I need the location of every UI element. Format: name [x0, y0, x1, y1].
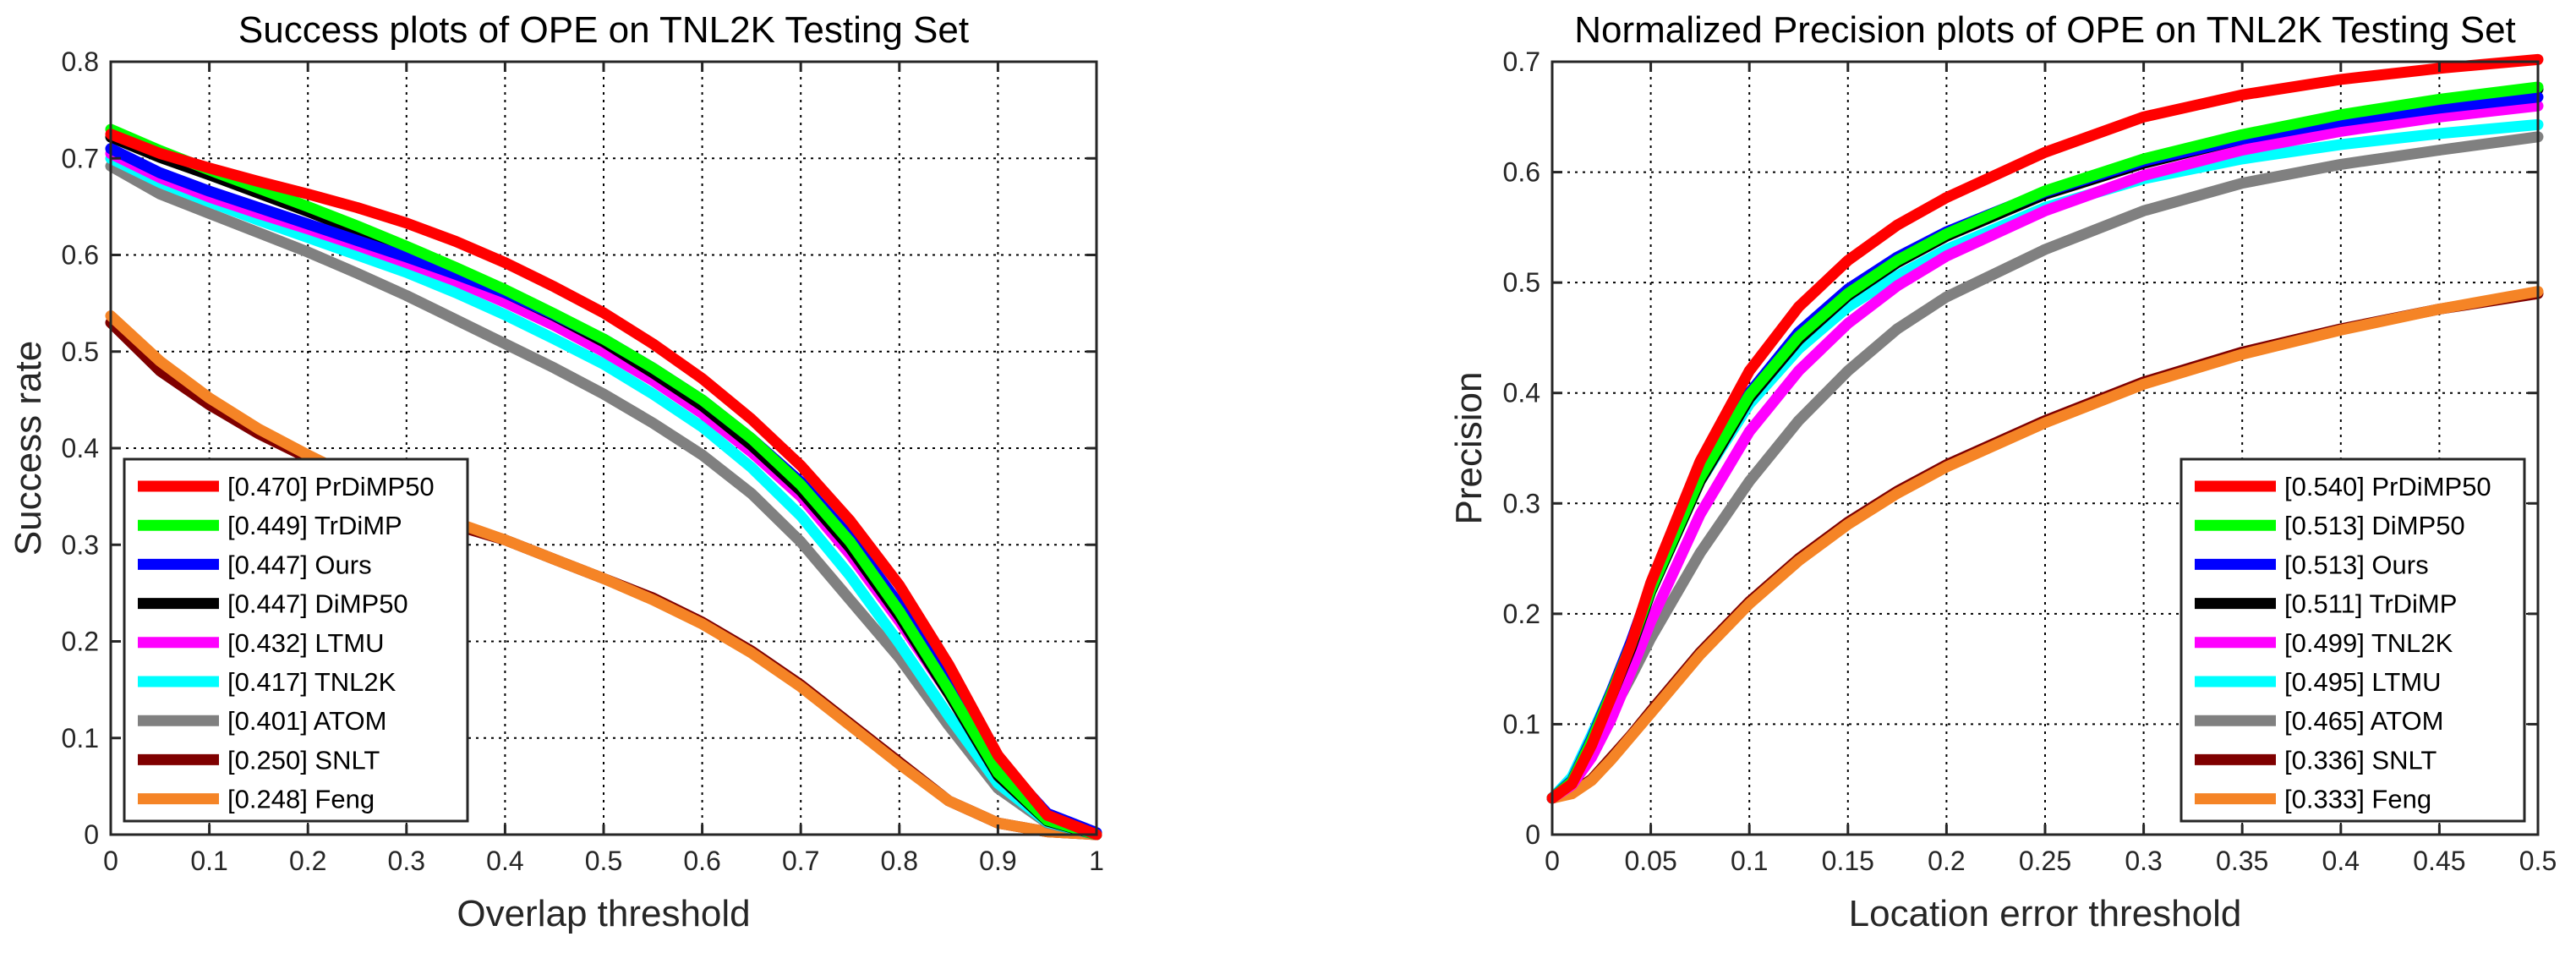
x-tick-label: 0.1 [190, 846, 227, 876]
series-line [105, 310, 1102, 841]
y-tick-label: 0.8 [62, 47, 99, 77]
x-axis-label: Location error threshold [1849, 893, 2242, 934]
y-tick-label: 0.3 [1503, 488, 1540, 518]
legend-entry: [0.465] ATOM [2284, 706, 2443, 736]
y-tick-label: 0.7 [1503, 47, 1540, 77]
legend-entry: [0.336] SNLT [2284, 745, 2437, 775]
y-tick-label: 0.6 [1503, 157, 1540, 188]
x-tick-label: 1 [1089, 846, 1104, 876]
legend-entry: [0.447] Ours [227, 550, 372, 579]
legend: [0.470] PrDiMP50 [0.449] TrDiMP [0.447] Ou… [123, 457, 469, 823]
x-tick-label: 0.25 [2019, 846, 2071, 876]
x-tick-label: 0.05 [1624, 846, 1676, 876]
series-line [105, 123, 1102, 841]
chart-2: 0 0.05 0.1 0.15 0.2 0.25 0.3 0.35 0.4 0.45 0.5 0 0.1… [1448, 9, 2557, 934]
y-tick-label: 0.4 [1503, 378, 1540, 408]
series-line [1546, 100, 2544, 804]
y-axis-label: Success rate [8, 341, 49, 556]
legend-entry: [0.495] LTMU [2284, 667, 2442, 697]
x-tick-label: 0.15 [1822, 846, 1874, 876]
y-tick-label: 0.2 [1503, 599, 1540, 629]
legend-entry: [0.432] LTMU [227, 628, 385, 658]
x-tick-label: 0 [103, 846, 118, 876]
x-tick-label: 0 [1545, 846, 1560, 876]
y-tick-label: 0.6 [62, 240, 99, 271]
legend-entry: [0.447] DiMP50 [227, 589, 408, 619]
x-tick-label: 0.1 [1731, 846, 1768, 876]
y-axis-label: Precision [1448, 372, 1490, 525]
series-line [105, 160, 1102, 841]
x-tick-label: 0.2 [1928, 846, 1965, 876]
y-tick-label: 0.3 [62, 529, 99, 560]
legend-entry: [0.540] PrDiMP50 [2284, 472, 2491, 501]
legend-entry: [0.417] TNL2K [227, 667, 397, 697]
legend-entry: [0.511] TrDiMP [2284, 589, 2457, 619]
y-tick-label: 0.1 [1503, 709, 1540, 739]
x-tick-label: 0.5 [2519, 846, 2557, 876]
y-tick-label: 0 [1525, 819, 1540, 850]
legend-entry: [0.333] Feng [2284, 785, 2431, 814]
y-tick-label: 0.5 [62, 337, 99, 367]
series-line [105, 152, 1102, 841]
legend-entry: [0.513] DiMP50 [2284, 511, 2465, 540]
legend-entry: [0.401] ATOM [227, 706, 386, 736]
series-line [105, 129, 1102, 841]
legend: [0.540] PrDiMP50 [0.513] DiMP50 [0.513] Ou… [2179, 457, 2526, 823]
chart-1: 0 0.1 0.2 0.3 0.4 0.5 0.6 0.7 0.8 0.9 1 0 0.1 0.2 0.3 0… [8, 9, 1104, 934]
x-tick-label: 0.3 [2125, 846, 2162, 876]
y-tick-label: 0.4 [62, 433, 99, 463]
x-tick-label: 0.5 [585, 846, 622, 876]
y-tick-label: 0.2 [62, 627, 99, 657]
y-tick-label: 0 [84, 819, 99, 850]
x-tick-label: 0.35 [2216, 846, 2268, 876]
legend-entry: [0.248] Feng [227, 785, 375, 814]
legend-entry: [0.449] TrDiMP [227, 511, 402, 540]
y-tick-label: 0.7 [62, 143, 99, 173]
x-tick-label: 0.7 [782, 846, 819, 876]
legend-entry: [0.513] Ours [2284, 550, 2429, 579]
x-axis-label: Overlap threshold [457, 893, 750, 934]
legend-entry: [0.499] TNL2K [2284, 628, 2453, 658]
y-tick-label: 0.1 [62, 723, 99, 753]
series-line [1546, 286, 2544, 804]
y-tick-label: 0.5 [1503, 267, 1540, 298]
chart-title: Normalized Precision plots of OPE on TNL… [1574, 9, 2516, 51]
legend-entry: [0.470] PrDiMP50 [227, 472, 435, 501]
x-tick-label: 0.6 [683, 846, 720, 876]
x-tick-label: 0.4 [2322, 846, 2360, 876]
x-tick-label: 0.4 [486, 846, 523, 876]
chart-title: Success plots of OPE on TNL2K Testing Se… [238, 9, 969, 51]
series-line [1546, 53, 2544, 804]
x-tick-label: 0.8 [881, 846, 918, 876]
x-tick-label: 0.2 [289, 846, 326, 876]
legend-entry: [0.250] SNLT [227, 745, 380, 775]
x-tick-label: 0.9 [979, 846, 1016, 876]
x-tick-label: 0.3 [388, 846, 425, 876]
x-tick-label: 0.45 [2413, 846, 2465, 876]
